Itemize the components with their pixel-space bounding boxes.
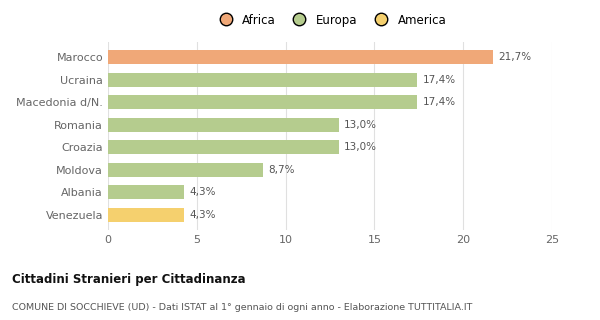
Text: Cittadini Stranieri per Cittadinanza: Cittadini Stranieri per Cittadinanza xyxy=(12,273,245,286)
Text: 4,3%: 4,3% xyxy=(190,210,216,220)
Text: 13,0%: 13,0% xyxy=(344,120,377,130)
Text: 17,4%: 17,4% xyxy=(422,97,455,107)
Text: 17,4%: 17,4% xyxy=(422,75,455,85)
Bar xyxy=(108,163,263,177)
Bar xyxy=(108,118,339,132)
Bar xyxy=(108,185,184,199)
Text: 21,7%: 21,7% xyxy=(499,52,532,62)
Bar xyxy=(108,95,417,109)
Bar xyxy=(108,73,417,87)
Bar xyxy=(108,50,493,64)
Bar xyxy=(108,140,339,154)
Text: 13,0%: 13,0% xyxy=(344,142,377,152)
Bar xyxy=(108,208,184,222)
Text: 8,7%: 8,7% xyxy=(268,165,295,175)
Legend: Africa, Europa, America: Africa, Europa, America xyxy=(214,13,446,27)
Text: COMUNE DI SOCCHIEVE (UD) - Dati ISTAT al 1° gennaio di ogni anno - Elaborazione : COMUNE DI SOCCHIEVE (UD) - Dati ISTAT al… xyxy=(12,303,472,312)
Text: 4,3%: 4,3% xyxy=(190,187,216,197)
